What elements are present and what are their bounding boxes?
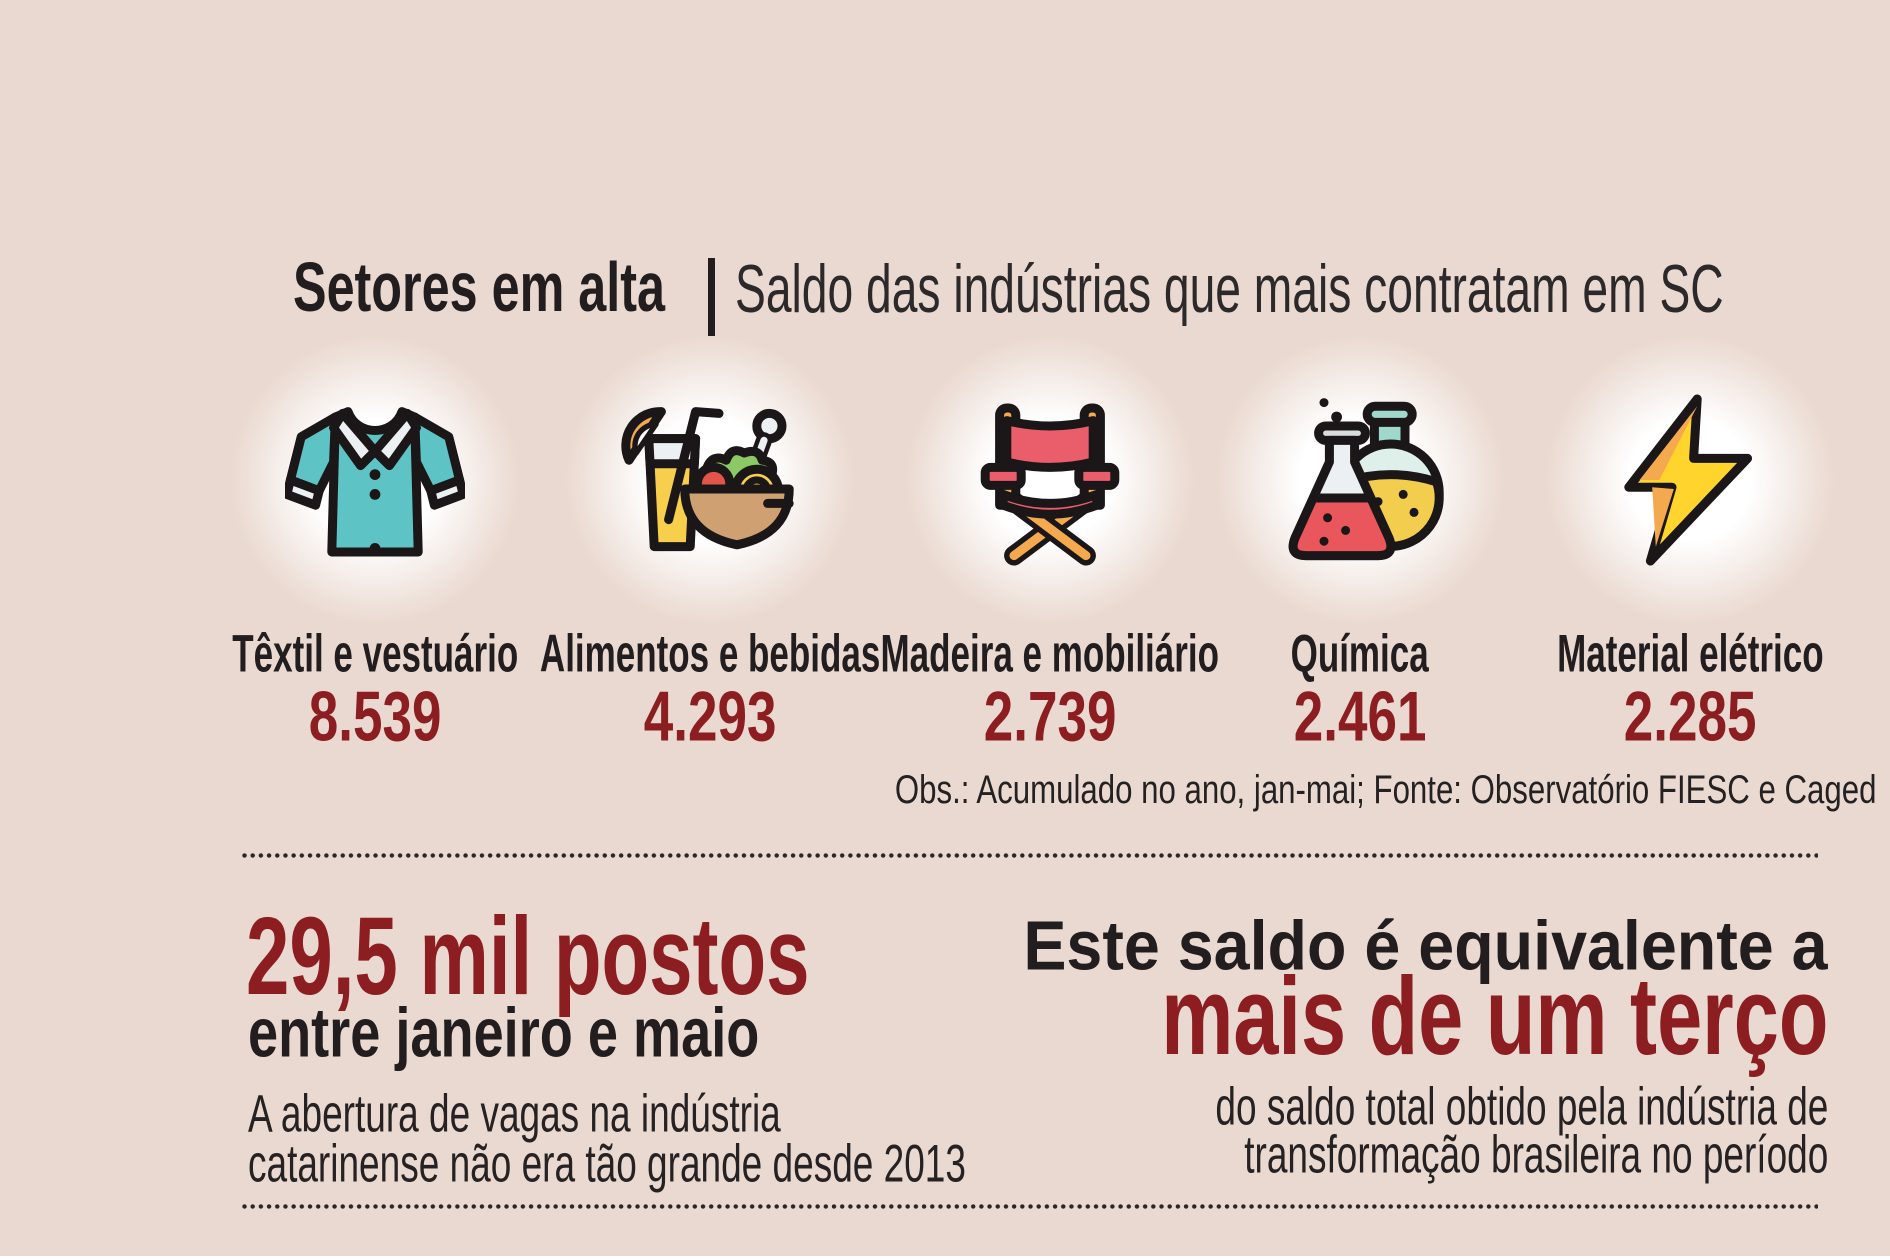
right-body-line2-text: transformação brasileira no período — [1243, 1125, 1828, 1185]
sector-value: 8.539 — [95, 677, 655, 757]
sector-name: Material elétrico — [1410, 623, 1890, 684]
left-body-line2: catarinense não era tão grande desde 201… — [248, 1134, 1218, 1194]
right-body-line1-text: do saldo total obtido pela indústria de — [1215, 1077, 1828, 1137]
page-title-text: Setores em alta — [293, 248, 666, 327]
left-subheadline-text: entre janeiro e maio — [248, 993, 760, 1072]
sector-value: 2.739 — [770, 677, 1330, 757]
sector-name-text: Têxtil e vestuário — [232, 623, 518, 684]
sector-column-textil: Têxtil e vestuário 8.539 — [95, 0, 655, 780]
left-subheadline: entre janeiro e maio — [248, 993, 872, 1072]
page-title: Setores em alta — [293, 248, 796, 327]
title-divider — [708, 258, 715, 336]
left-body-line2-text: catarinense não era tão grande desde 201… — [248, 1134, 966, 1194]
source-note-text: Obs.: Acumulado no ano, jan-mai; Fonte: … — [894, 768, 1876, 812]
sector-value-text: 8.539 — [308, 677, 442, 757]
bottom-edge-strip — [0, 1256, 1890, 1260]
polo-shirt-icon — [285, 407, 465, 557]
lightning-bolt-icon — [1624, 394, 1753, 566]
sector-column-alimentos: Alimentos e bebidas 4.293 — [430, 0, 990, 780]
icon-glow — [1215, 335, 1505, 625]
sector-name-text: Alimentos e bebidas — [539, 623, 881, 684]
sector-value-text: 2.461 — [1293, 677, 1427, 757]
sector-name: Têxtil e vestuário — [95, 623, 655, 684]
page-subtitle-text: Saldo das indústrias que mais contratam … — [735, 250, 1724, 327]
icon-glow — [230, 335, 520, 625]
sector-value: 2.461 — [1080, 677, 1640, 757]
right-body-line2: transformação brasileira no período — [1039, 1125, 1828, 1185]
left-body-line1: A abertura de vagas na indústria — [248, 1084, 968, 1144]
sector-name-text: Material elétrico — [1556, 623, 1824, 684]
sector-value-text: 4.293 — [643, 677, 777, 757]
right-body-line1: do saldo total obtido pela indústria de — [1000, 1077, 1828, 1137]
icon-glow — [565, 335, 855, 625]
sector-value: 2.285 — [1410, 677, 1890, 757]
sector-name-text: Química — [1290, 623, 1430, 684]
icon-glow — [1545, 335, 1835, 625]
sector-name: Madeira e mobiliário — [770, 623, 1330, 684]
left-headline-text: 29,5 mil postos — [246, 895, 810, 1019]
sector-value: 4.293 — [430, 677, 990, 757]
chemistry-flasks-icon — [1288, 398, 1444, 561]
right-intro: Este saldo é equivalente a — [981, 906, 1828, 986]
sector-column-eletrico: Material elétrico 2.285 — [1410, 0, 1890, 780]
sector-name-text: Madeira e mobiliário — [880, 623, 1220, 684]
sector-value-text: 2.739 — [983, 677, 1117, 757]
sector-column-quimica: Química 2.461 — [1080, 0, 1640, 780]
dotted-divider-bottom — [242, 1204, 1818, 1209]
sector-name: Alimentos e bebidas — [430, 623, 990, 684]
directors-chair-icon — [980, 403, 1120, 566]
right-headline-text: mais de um terço — [1160, 955, 1828, 1079]
dotted-divider-top — [242, 853, 1818, 858]
juice-and-salad-icon — [621, 407, 794, 552]
right-intro-text: Este saldo é equivalente a — [1023, 906, 1828, 986]
sector-value-text: 2.285 — [1623, 677, 1757, 757]
left-body-line1-text: A abertura de vagas na indústria — [248, 1084, 781, 1144]
page-subtitle: Saldo das indústrias que mais contratam … — [735, 250, 1890, 327]
source-note: Obs.: Acumulado no ano, jan-mai; Fonte: … — [618, 770, 1876, 810]
right-headline: mais de um terço — [973, 962, 1828, 1072]
icon-glow — [905, 335, 1195, 625]
sector-column-madeira: Madeira e mobiliário 2.739 — [770, 0, 1330, 780]
left-headline: 29,5 mil postos — [246, 902, 997, 1012]
sector-name: Química — [1080, 623, 1640, 684]
